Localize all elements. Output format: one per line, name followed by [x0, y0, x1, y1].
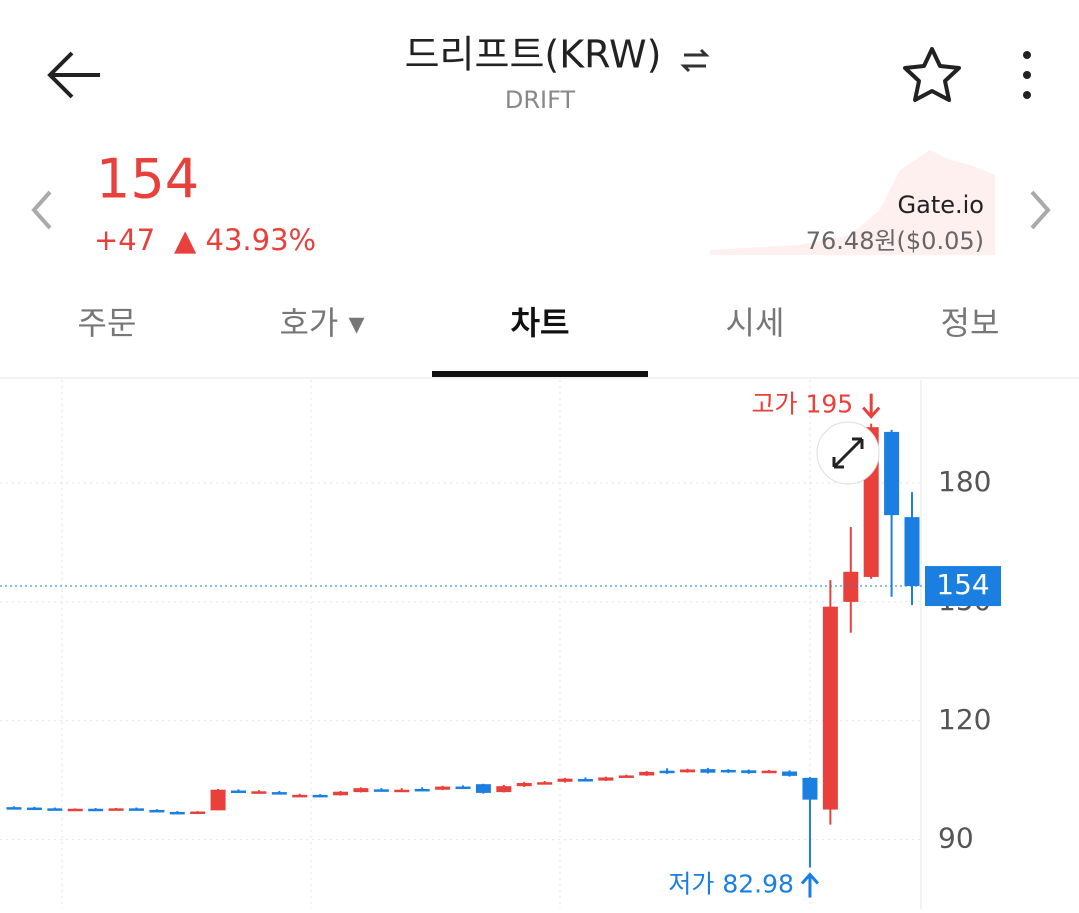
candle-body [598, 777, 614, 781]
y-tick-label: 90 [938, 822, 974, 855]
candle-body [128, 808, 144, 811]
next-button[interactable] [1030, 190, 1051, 230]
candle-body [210, 789, 226, 811]
candle-body [577, 779, 593, 782]
candle-body [822, 606, 838, 810]
candle-body [904, 517, 920, 587]
candle-body [843, 571, 859, 602]
candle-body [333, 791, 349, 796]
title: 드리프트(KRW) [405, 33, 662, 77]
candle-body [6, 807, 22, 810]
candle-body [394, 789, 410, 793]
mini-chart [710, 150, 995, 255]
candle-body [659, 770, 675, 774]
candle-body [680, 769, 695, 773]
candle-body [231, 790, 246, 794]
candle-body [455, 786, 471, 790]
low-arrow [800, 872, 820, 898]
candle-body [251, 791, 267, 794]
candle-body [720, 769, 736, 773]
last-price-label: 154 [936, 568, 989, 601]
candle-body [292, 794, 308, 798]
candle-body [47, 808, 63, 811]
candle-body [884, 431, 900, 516]
candle-body [271, 792, 287, 795]
candle-body [353, 788, 369, 793]
candle-body [618, 775, 634, 778]
candle-body [741, 770, 757, 774]
subtitle: DRIFT [505, 86, 576, 114]
last-price-tag [925, 566, 1001, 607]
tab[interactable]: 호가 ▾ [279, 304, 364, 342]
candle-body [190, 811, 206, 815]
price-change: +47 [94, 223, 155, 257]
low-label: 저가 82.98 [668, 869, 794, 898]
candle-body [149, 809, 165, 813]
candle-body [700, 769, 716, 773]
candle-body [26, 807, 42, 811]
change-rate: ▲ 43.93% [174, 223, 316, 257]
v-grid [61, 380, 811, 909]
current-price: 154 [96, 148, 199, 211]
high-label: 고가 195 [752, 390, 854, 419]
candle-body [475, 784, 491, 793]
expand-button[interactable] [816, 421, 880, 485]
more-menu[interactable] [1023, 51, 1031, 99]
candle-body [67, 808, 83, 812]
candle-body [496, 786, 512, 793]
swap-icon[interactable] [680, 48, 710, 73]
tab-indicator [432, 371, 648, 377]
candle-body [414, 788, 430, 792]
candle-body [435, 786, 451, 790]
exchange-price: 76.48원($0.05) [806, 227, 984, 255]
tab[interactable]: 시세 [726, 304, 785, 342]
y-tick-label: 180 [938, 465, 991, 498]
candle-body [88, 808, 104, 812]
tab[interactable]: 주문 [78, 304, 137, 342]
candle-body [802, 777, 818, 800]
candle-body [639, 771, 655, 776]
exchange-name: Gate.io [898, 191, 984, 219]
tab-active[interactable]: 차트 [511, 304, 570, 342]
candle-body [537, 782, 553, 785]
candle-body [557, 778, 573, 782]
favorite-star[interactable] [903, 47, 961, 102]
candle-body [373, 789, 389, 792]
candle-body [782, 771, 798, 776]
candle-body [761, 770, 777, 774]
candle-body [516, 782, 532, 787]
prev-button[interactable] [31, 190, 52, 230]
candle-body [169, 811, 185, 815]
tab[interactable]: 정보 [941, 304, 1000, 342]
y-tick-label: 120 [938, 703, 991, 736]
high-arrow [862, 393, 881, 419]
back-button[interactable] [47, 51, 100, 99]
candle-body [312, 794, 328, 798]
candle-body [108, 808, 124, 811]
